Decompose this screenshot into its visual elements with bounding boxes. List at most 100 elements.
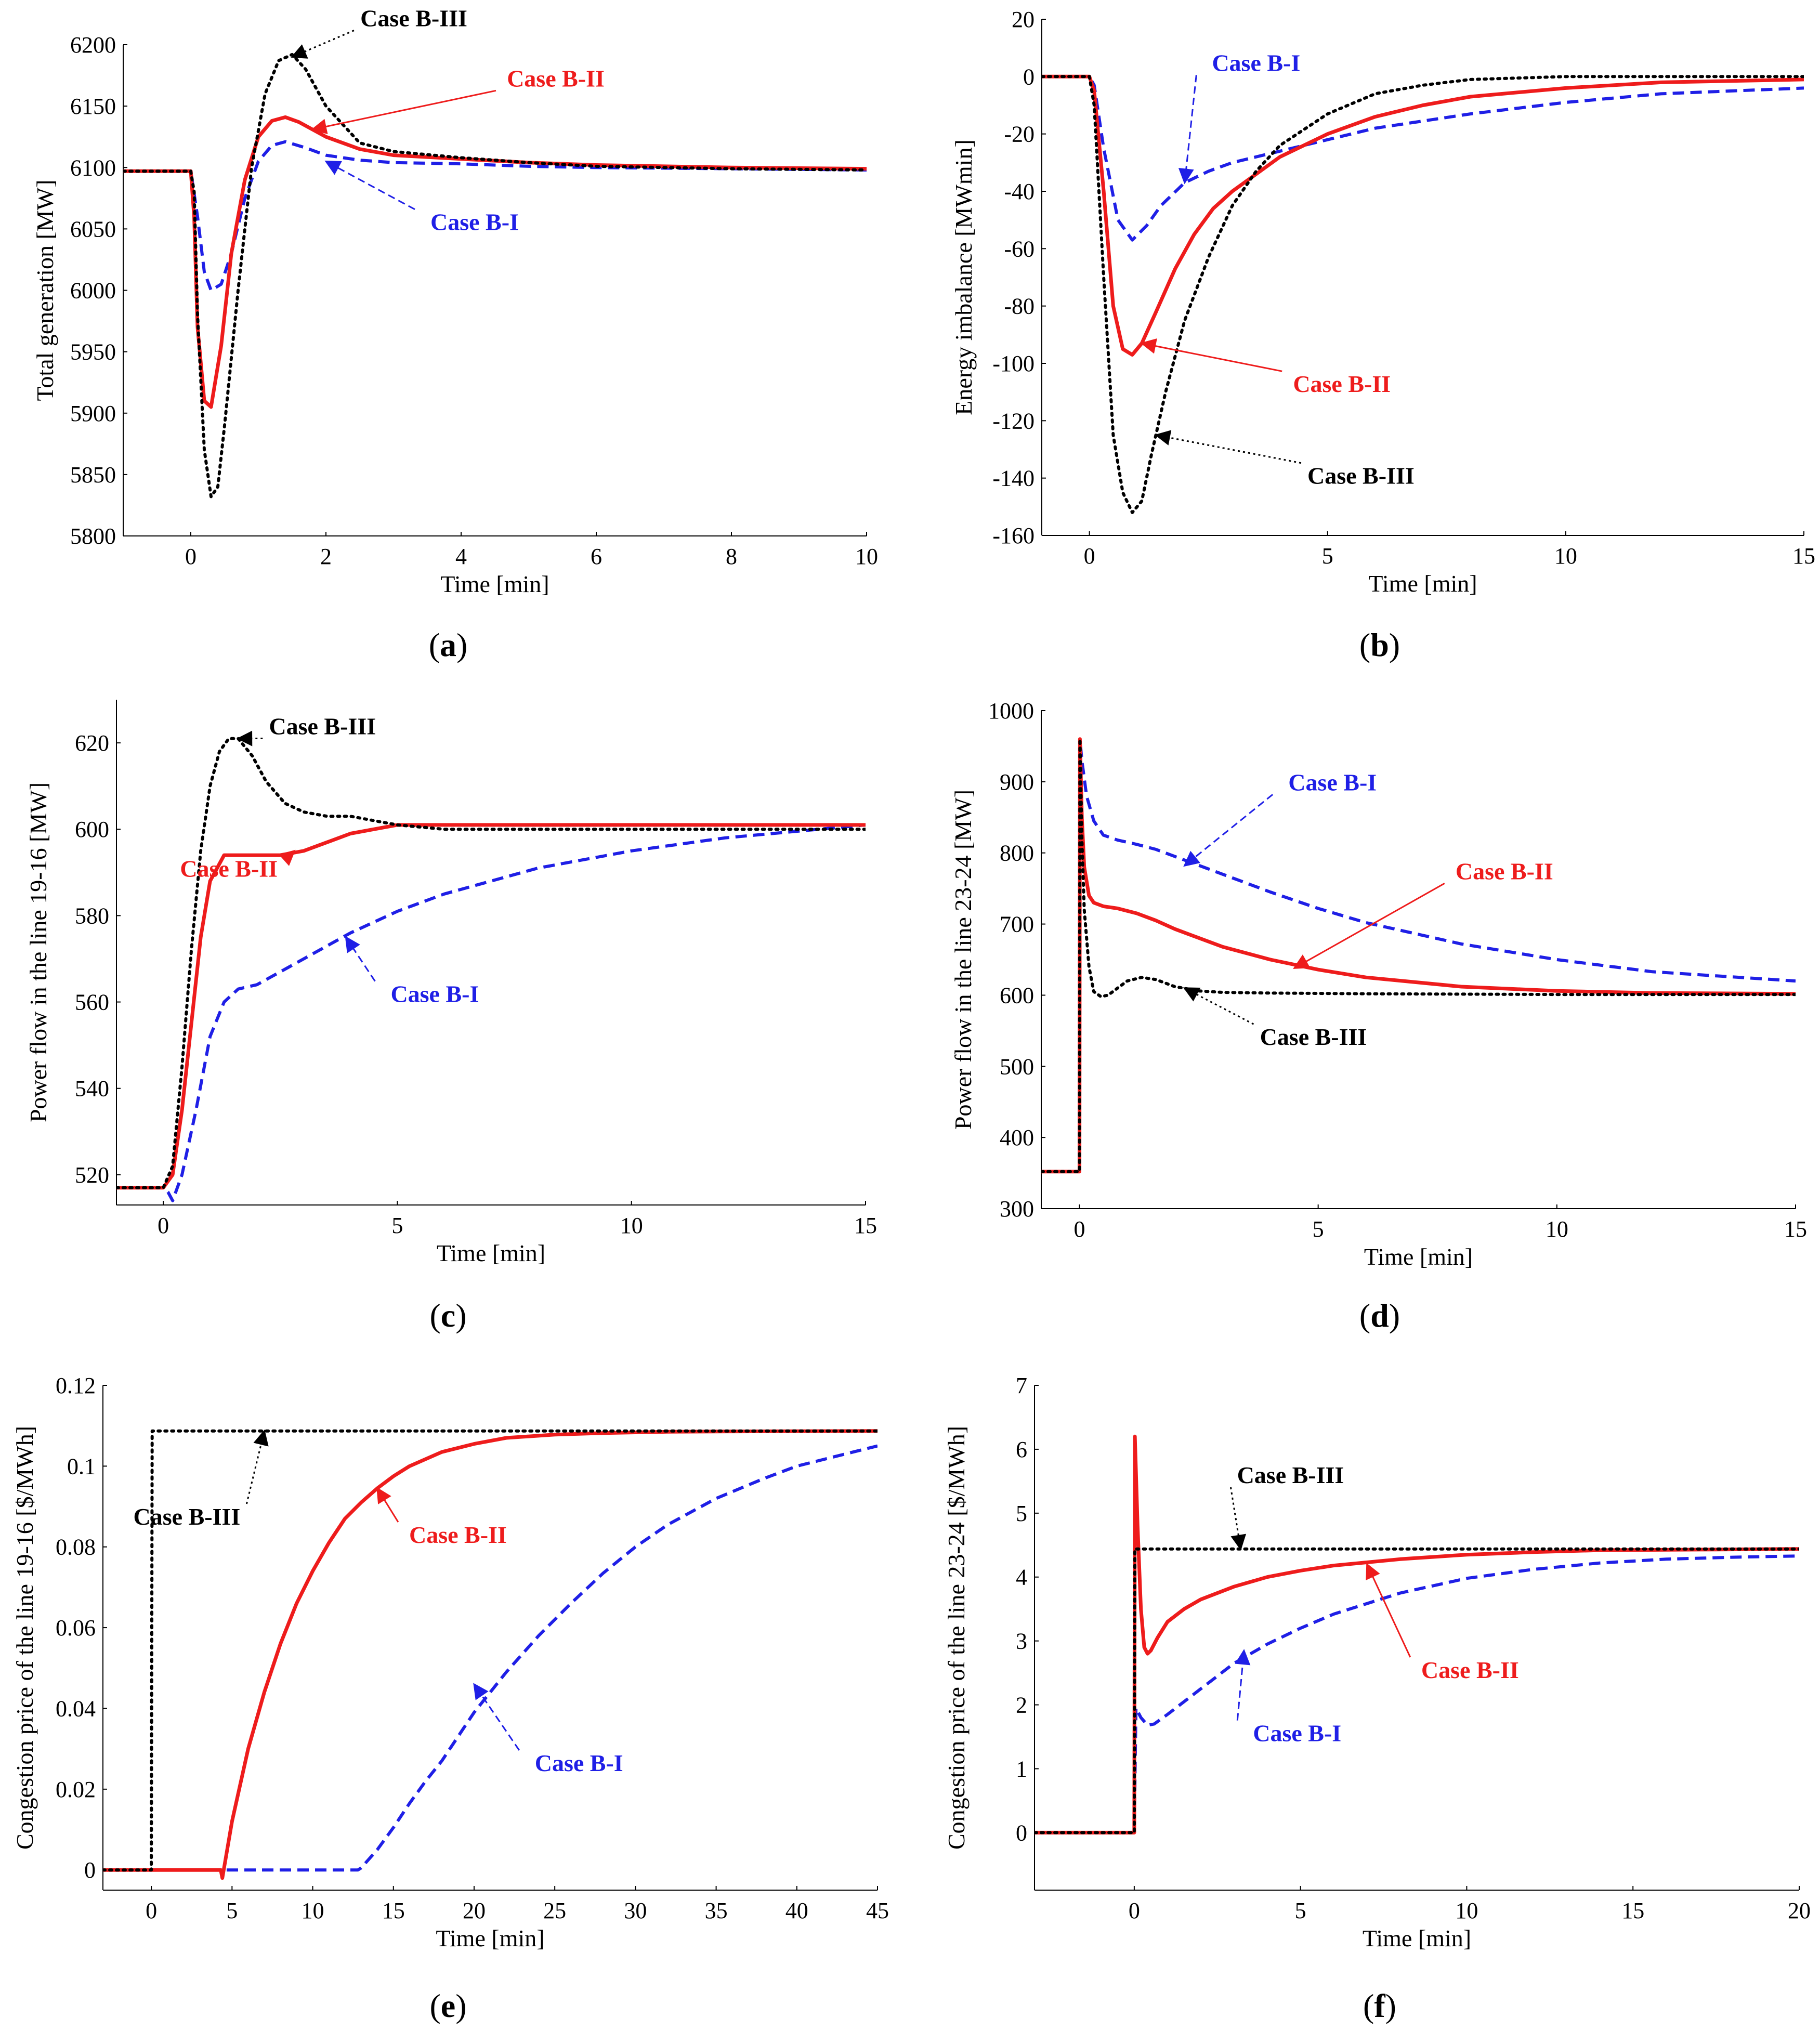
annotation-arrow: [473, 1683, 520, 1751]
y-tick-label: 1: [1016, 1756, 1027, 1781]
annotation-arrow: [1154, 430, 1302, 464]
y-tick-label: 0: [84, 1857, 96, 1883]
chart-panel-a: 5800 5850 5900 5950 6000 6050 6100 6150 6200 0 2 4 6…: [32, 5, 878, 663]
annotation-arrow: [1293, 883, 1445, 969]
series-group: [1041, 737, 1796, 1174]
annotation-label: Case B-I: [390, 981, 479, 1007]
annotation-arrow: [1140, 338, 1282, 372]
y-tick-label: 620: [75, 730, 109, 756]
x-tick-label: 2: [320, 544, 332, 569]
chart-panel-f: 0 1 2 3 4 5 6 7 0 5 10 15 20 Time [min] Congestion pri…: [943, 1373, 1811, 2024]
annotation-arrow: [245, 1429, 269, 1504]
x-axis-label: Time [min]: [1363, 1925, 1471, 1951]
x-tick-label: 4: [455, 544, 467, 569]
series-line-case-b-iii: [1035, 1547, 1799, 1835]
y-tick-label: 6050: [70, 216, 116, 242]
y-tick-label: 540: [75, 1076, 109, 1102]
y-tick-label: 4: [1016, 1565, 1027, 1590]
y-tick-label: 7: [1016, 1373, 1027, 1398]
y-tick-label: 5900: [70, 401, 116, 426]
x-tick-label: 15: [1784, 1216, 1807, 1242]
panel-caption: (a): [429, 626, 468, 663]
x-tick-label: 6: [591, 544, 602, 569]
y-tick-label: 600: [1000, 982, 1034, 1008]
chart-panel-e: 0 0.02 0.04 0.06 0.08 0.1 0.12 0 5 10 15 20 25 30 35 40…: [11, 1373, 889, 2024]
y-axis-label: Power flow in the line 23-24 [MW]: [950, 790, 976, 1130]
x-tick-label: 20: [1788, 1898, 1811, 1923]
y-tick-label: 400: [1000, 1125, 1034, 1150]
x-tick-label: 10: [1554, 543, 1577, 569]
annotation-label: Case B-III: [1237, 1462, 1344, 1488]
y-tick-label: 0.02: [56, 1777, 96, 1802]
x-axis-label: Time [min]: [440, 571, 549, 597]
y-tick-label: 0.12: [56, 1373, 96, 1398]
annotation-label: Case B-II: [180, 856, 278, 882]
series-group: [123, 53, 867, 499]
annotation-arrow: [1235, 1649, 1251, 1721]
y-tick-label: 580: [75, 903, 109, 928]
x-tick-label: 15: [382, 1898, 405, 1923]
y-tick-label: -140: [992, 466, 1035, 491]
y-tick-label: 300: [1000, 1196, 1034, 1222]
y-tick-label: 700: [1000, 912, 1034, 937]
x-tick-label: 35: [705, 1898, 728, 1923]
x-tick-label: 0: [146, 1898, 157, 1923]
y-tick-label: 6200: [70, 32, 116, 58]
y-tick-label: -120: [992, 408, 1035, 434]
y-tick-label: 0: [1016, 1820, 1027, 1845]
annotation-label: Case B-II: [507, 65, 605, 91]
y-tick-label: 5800: [70, 523, 116, 549]
annotation-arrow: [311, 89, 496, 135]
y-tick-label: 500: [1000, 1054, 1034, 1079]
x-tick-label: 5: [391, 1213, 403, 1238]
series-line-case-b-ii: [103, 1429, 878, 1880]
series-line-case-b-i: [116, 823, 866, 1202]
x-tick-label: 0: [1084, 543, 1095, 569]
x-tick-label: 10: [1455, 1898, 1478, 1923]
panel-caption: (f): [1363, 1987, 1396, 2024]
y-tick-label: -100: [992, 351, 1035, 376]
x-axis-label: Time [min]: [437, 1240, 545, 1266]
y-tick-label: 0.06: [56, 1615, 96, 1641]
y-tick-label: 5: [1016, 1501, 1027, 1526]
x-tick-label: 10: [302, 1898, 324, 1923]
chart-panel-b: -160 -140 -120 -100 -80 -60 -40 -20 0 20 0 5 10 15 Tim…: [950, 7, 1815, 663]
x-tick-label: 5: [1322, 543, 1333, 569]
x-axis-label: Time [min]: [436, 1925, 544, 1951]
y-tick-label: -160: [992, 523, 1035, 548]
y-tick-label: 3: [1016, 1629, 1027, 1654]
annotation-label: Case B-III: [1307, 463, 1415, 489]
series-line-case-b-ii: [1035, 1434, 1799, 1835]
y-tick-label: 6000: [70, 278, 116, 304]
y-tick-label: -40: [1004, 179, 1035, 204]
chart-panel-c: 520 540 560 580 600 620 0 5 10 15 Time [min] Power …: [25, 700, 877, 1334]
panel-caption: (d): [1359, 1297, 1400, 1334]
x-tick-label: 10: [1546, 1216, 1568, 1242]
annotation-label: Case B-I: [535, 1750, 623, 1776]
y-tick-label: 900: [1000, 769, 1034, 795]
annotation-label: Case B-II: [1456, 858, 1553, 884]
x-tick-label: 20: [463, 1898, 486, 1923]
y-tick-label: 20: [1012, 7, 1035, 32]
series-group: [1035, 1434, 1799, 1835]
annotation-label: Case B-I: [1212, 49, 1300, 76]
series-line-case-b-iii: [1041, 737, 1796, 1173]
panel-caption: (c): [429, 1297, 466, 1334]
chart-panel-d: 300 400 500 600 700 800 900 1000 0 5 10 15 Time [min…: [950, 698, 1807, 1334]
x-tick-label: 15: [854, 1213, 877, 1238]
series-line-case-b-iii: [103, 1429, 878, 1872]
y-tick-label: 800: [1000, 841, 1034, 866]
x-tick-label: 5: [1313, 1216, 1324, 1242]
y-axis-label: Congestion price of the line 23-24 [$/MW…: [943, 1426, 970, 1850]
series-line-case-b-iii: [1042, 75, 1804, 514]
annotation-arrow: [1229, 1487, 1247, 1551]
annotation-label: Case B-III: [1260, 1024, 1367, 1050]
x-tick-label: 0: [158, 1213, 169, 1238]
x-axis-label: Time [min]: [1364, 1243, 1473, 1270]
series-line-case-b-iii: [116, 737, 866, 1189]
annotation-arrow: [376, 1487, 399, 1523]
annotation-label: Case B-II: [409, 1522, 507, 1548]
x-axis-label: Time [min]: [1368, 570, 1477, 597]
x-tick-label: 0: [1073, 1216, 1085, 1242]
